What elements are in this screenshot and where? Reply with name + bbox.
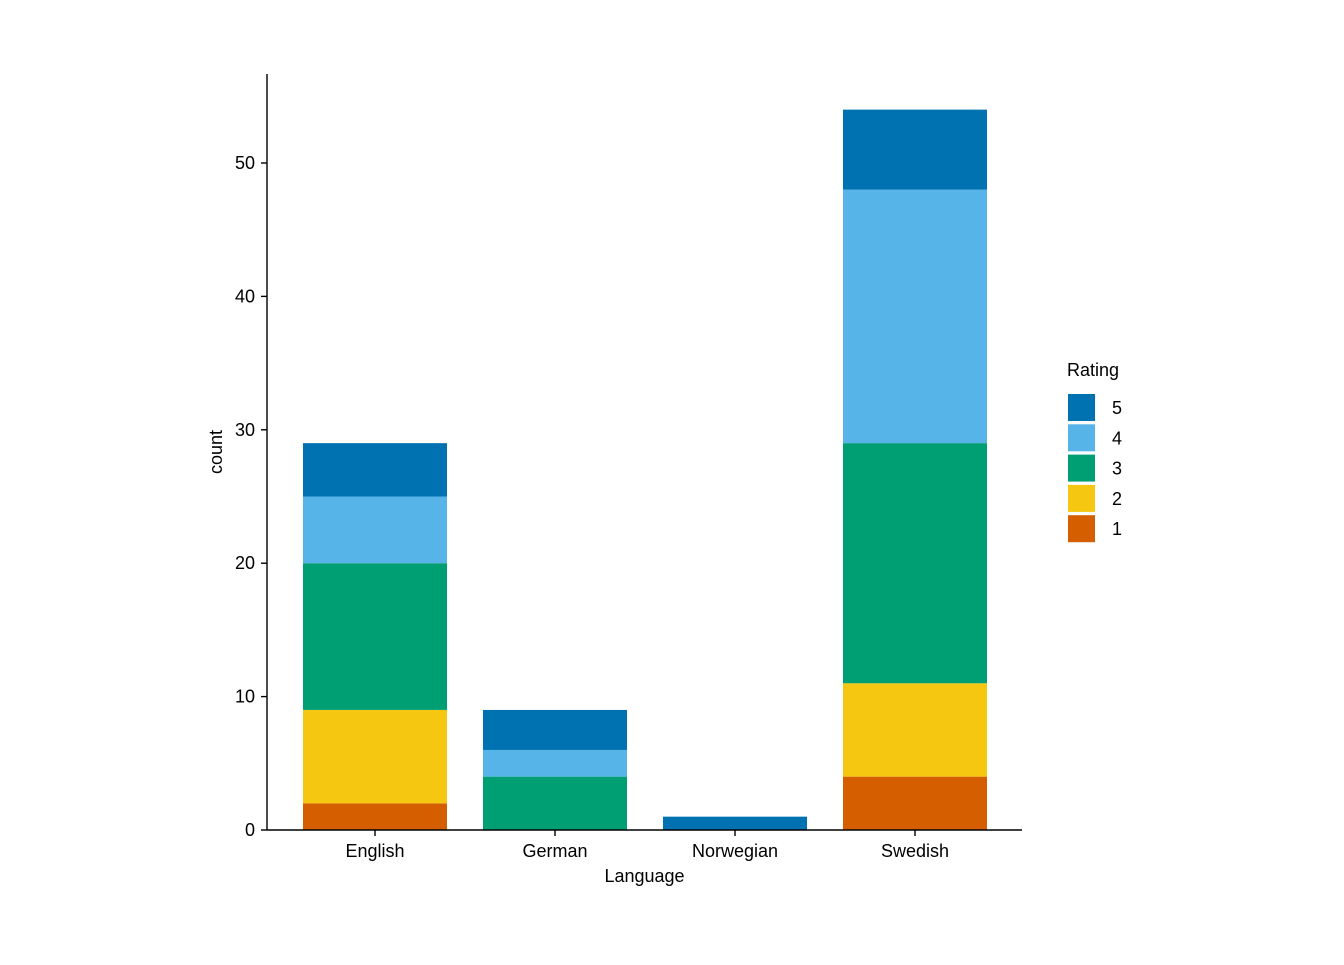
legend-swatch-rating-4 bbox=[1068, 424, 1095, 452]
y-axis-title: count bbox=[206, 430, 226, 474]
bar-segment-english-rating-4 bbox=[303, 496, 447, 564]
legend-label-rating-4: 4 bbox=[1112, 428, 1122, 448]
legend-swatch-rating-1 bbox=[1068, 515, 1095, 543]
y-tick-label: 20 bbox=[235, 553, 255, 573]
y-ticks: 0 10 20 30 40 50 bbox=[235, 153, 267, 840]
bar-segment-swedish-rating-2 bbox=[843, 683, 987, 777]
y-tick-label: 10 bbox=[235, 687, 255, 707]
bar-segment-english-rating-1 bbox=[303, 803, 447, 830]
bar-segment-english-rating-3 bbox=[303, 563, 447, 710]
bar-segment-german-rating-3 bbox=[483, 776, 627, 830]
x-tick-label-english: English bbox=[345, 841, 404, 861]
y-tick-label: 50 bbox=[235, 153, 255, 173]
bar-segment-english-rating-2 bbox=[303, 709, 447, 804]
legend-swatch-rating-3 bbox=[1068, 454, 1095, 482]
bar-segment-swedish-rating-5 bbox=[843, 109, 987, 190]
legend-label-rating-5: 5 bbox=[1112, 398, 1122, 418]
y-tick-label: 40 bbox=[235, 286, 255, 306]
y-tick-label: 30 bbox=[235, 420, 255, 440]
bars-layer bbox=[303, 109, 987, 830]
legend-label-rating-1: 1 bbox=[1112, 519, 1122, 539]
bar-segment-norwegian-rating-5 bbox=[663, 816, 807, 830]
x-axis-title: Language bbox=[604, 866, 684, 886]
bar-segment-swedish-rating-3 bbox=[843, 443, 987, 684]
legend-swatch-rating-5 bbox=[1068, 394, 1095, 421]
axes-layer bbox=[266, 74, 1022, 831]
x-tick-label-german: German bbox=[522, 841, 587, 861]
x-tick-label-norwegian: Norwegian bbox=[692, 841, 778, 861]
bar-segment-german-rating-5 bbox=[483, 709, 627, 750]
legend: Rating 5 4 3 2 1 bbox=[1067, 360, 1122, 543]
bar-segment-swedish-rating-4 bbox=[843, 189, 987, 444]
bar-segment-swedish-rating-1 bbox=[843, 776, 987, 830]
x-tick-label-swedish: Swedish bbox=[881, 841, 949, 861]
legend-title: Rating bbox=[1067, 360, 1119, 380]
legend-label-rating-3: 3 bbox=[1112, 459, 1122, 479]
bar-segment-german-rating-4 bbox=[483, 749, 627, 777]
legend-items: 5 4 3 2 1 bbox=[1068, 394, 1122, 543]
x-ticks: English German Norwegian Swedish bbox=[345, 830, 949, 861]
legend-swatch-rating-2 bbox=[1068, 484, 1095, 512]
bar-segment-english-rating-5 bbox=[303, 443, 447, 497]
y-tick-label: 0 bbox=[245, 820, 255, 840]
legend-label-rating-2: 2 bbox=[1112, 489, 1122, 509]
